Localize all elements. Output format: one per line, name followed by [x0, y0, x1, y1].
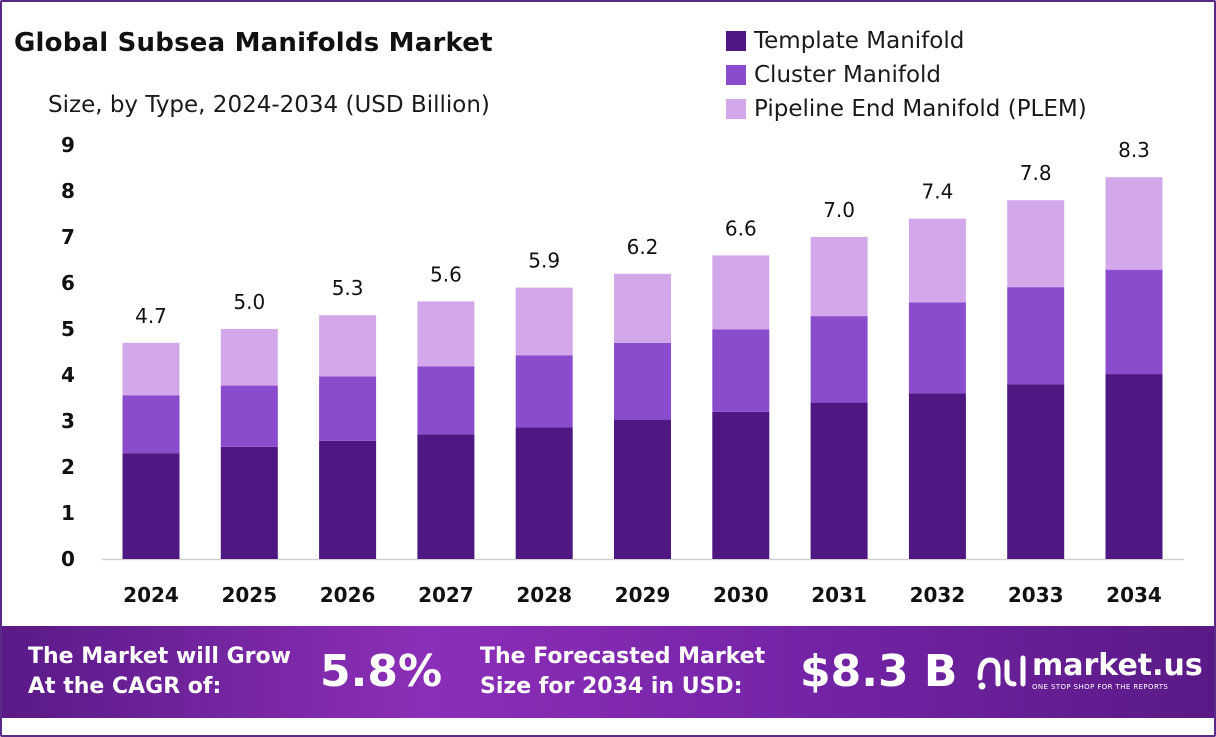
forecast-label: The Forecasted Market Size for 2034 in U…	[480, 642, 765, 702]
y-tick-label: 2	[61, 455, 75, 479]
legend-swatch-cluster	[726, 65, 746, 85]
bar-cluster-2034	[1105, 269, 1163, 375]
bar-plem-2029	[614, 273, 671, 343]
bar-cluster-2025	[220, 385, 278, 447]
legend: Template Manifold Cluster Manifold Pipel…	[726, 24, 1087, 126]
brand-logo: market.us ONE STOP SHOP FOR THE REPORTS	[974, 648, 1203, 694]
bar-template-2029	[614, 419, 671, 559]
x-tick-label-2028: 2028	[516, 583, 572, 607]
bar-template-2030	[712, 411, 770, 559]
bar-template-2024	[122, 453, 180, 559]
total-label-2029: 6.2	[627, 235, 659, 259]
total-label-2034: 8.3	[1118, 138, 1150, 162]
y-tick-label: 7	[61, 225, 75, 249]
x-tick-label-2026: 2026	[320, 583, 376, 607]
bar-template-2028	[515, 427, 573, 559]
bar-plem-2033	[1007, 200, 1065, 288]
bar-plem-2031	[810, 237, 868, 317]
bar-cluster-2031	[810, 316, 868, 403]
footer-banner: The Market will Grow At the CAGR of: 5.8…	[2, 626, 1214, 718]
x-tick-label-2030: 2030	[713, 583, 769, 607]
bar-cluster-2030	[712, 329, 770, 412]
bar-cluster-2033	[1007, 287, 1065, 385]
forecast-label-line2: Size for 2034 in USD:	[480, 674, 743, 699]
bar-cluster-2027	[417, 366, 475, 435]
total-label-2030: 6.6	[725, 216, 757, 240]
x-tick-label-2033: 2033	[1008, 583, 1064, 607]
y-tick-label: 6	[61, 271, 75, 295]
y-tick-label: 4	[61, 363, 75, 387]
bar-cluster-2029	[614, 342, 671, 420]
total-label-2028: 5.9	[528, 249, 560, 273]
legend-item-template: Template Manifold	[726, 24, 1087, 58]
market-us-logo-icon	[977, 655, 1026, 690]
legend-item-cluster: Cluster Manifold	[726, 58, 1087, 92]
legend-label-template: Template Manifold	[754, 28, 965, 54]
chart-title: Global Subsea Manifolds Market	[14, 28, 493, 58]
bar-plem-2024	[122, 342, 180, 396]
legend-swatch-template	[726, 31, 746, 51]
brand-tagline: ONE STOP SHOP FOR THE REPORTS	[1032, 683, 1169, 691]
bar-plem-2032	[908, 218, 966, 303]
y-tick-label: 1	[61, 501, 75, 525]
total-label-2031: 7.0	[823, 198, 855, 222]
cagr-label-line1: The Market will Grow	[28, 644, 291, 669]
total-label-2025: 5.0	[233, 290, 265, 314]
y-tick-label: 0	[61, 547, 75, 571]
brand-text: market.us ONE STOP SHOP FOR THE REPORTS	[1032, 648, 1203, 692]
bar-cluster-2024	[122, 395, 180, 454]
legend-swatch-plem	[726, 99, 746, 119]
bar-template-2032	[908, 393, 966, 559]
bar-plem-2028	[515, 287, 573, 356]
x-tick-label-2024: 2024	[123, 583, 179, 607]
total-label-2024: 4.7	[135, 304, 167, 328]
total-label-2033: 7.8	[1020, 161, 1052, 185]
forecast-label-line1: The Forecasted Market	[480, 644, 766, 669]
total-label-2027: 5.6	[430, 262, 462, 286]
brand-name: market.us	[1032, 648, 1203, 683]
x-tick-label-2029: 2029	[615, 583, 671, 607]
x-tick-label-2031: 2031	[811, 583, 867, 607]
legend-item-plem: Pipeline End Manifold (PLEM)	[726, 92, 1087, 126]
bar-chart: 0 1 2 3 4 5 6 7 8 9 4.7 2024 5.0 2025 5.3 2026 5.6 2027 5.…	[61, 133, 1184, 607]
bar-template-2025	[220, 446, 278, 559]
total-label-2026: 5.3	[332, 276, 364, 300]
bar-cluster-2032	[908, 302, 966, 394]
bar-template-2026	[319, 440, 377, 559]
bar-plem-2034	[1105, 177, 1163, 270]
chart-subtitle: Size, by Type, 2024-2034 (USD Billion)	[48, 92, 490, 118]
y-tick-label: 3	[61, 409, 75, 433]
total-label-2032: 7.4	[921, 180, 953, 204]
bar-cluster-2026	[319, 376, 377, 441]
x-tick-label-2025: 2025	[221, 583, 277, 607]
bar-plem-2025	[220, 329, 278, 386]
bar-template-2033	[1007, 384, 1065, 559]
x-tick-label-2034: 2034	[1106, 583, 1162, 607]
cagr-value: 5.8%	[320, 646, 443, 697]
bar-template-2031	[810, 402, 868, 559]
forecast-value: $8.3 B	[800, 646, 958, 697]
x-tick-label-2032: 2032	[910, 583, 966, 607]
bar-cluster-2028	[515, 355, 573, 428]
bar-template-2027	[417, 434, 475, 559]
bar-plem-2026	[319, 315, 377, 377]
cagr-label-line2: At the CAGR of:	[28, 674, 222, 699]
legend-label-plem: Pipeline End Manifold (PLEM)	[754, 96, 1087, 122]
cagr-label: The Market will Grow At the CAGR of:	[28, 642, 291, 702]
bar-template-2034	[1105, 374, 1163, 559]
y-tick-label: 9	[61, 133, 75, 157]
y-tick-label: 8	[61, 179, 75, 203]
x-tick-label-2027: 2027	[418, 583, 474, 607]
legend-label-cluster: Cluster Manifold	[754, 62, 942, 88]
bar-plem-2027	[417, 301, 475, 367]
bar-plem-2030	[712, 255, 770, 330]
y-tick-label: 5	[61, 317, 75, 341]
